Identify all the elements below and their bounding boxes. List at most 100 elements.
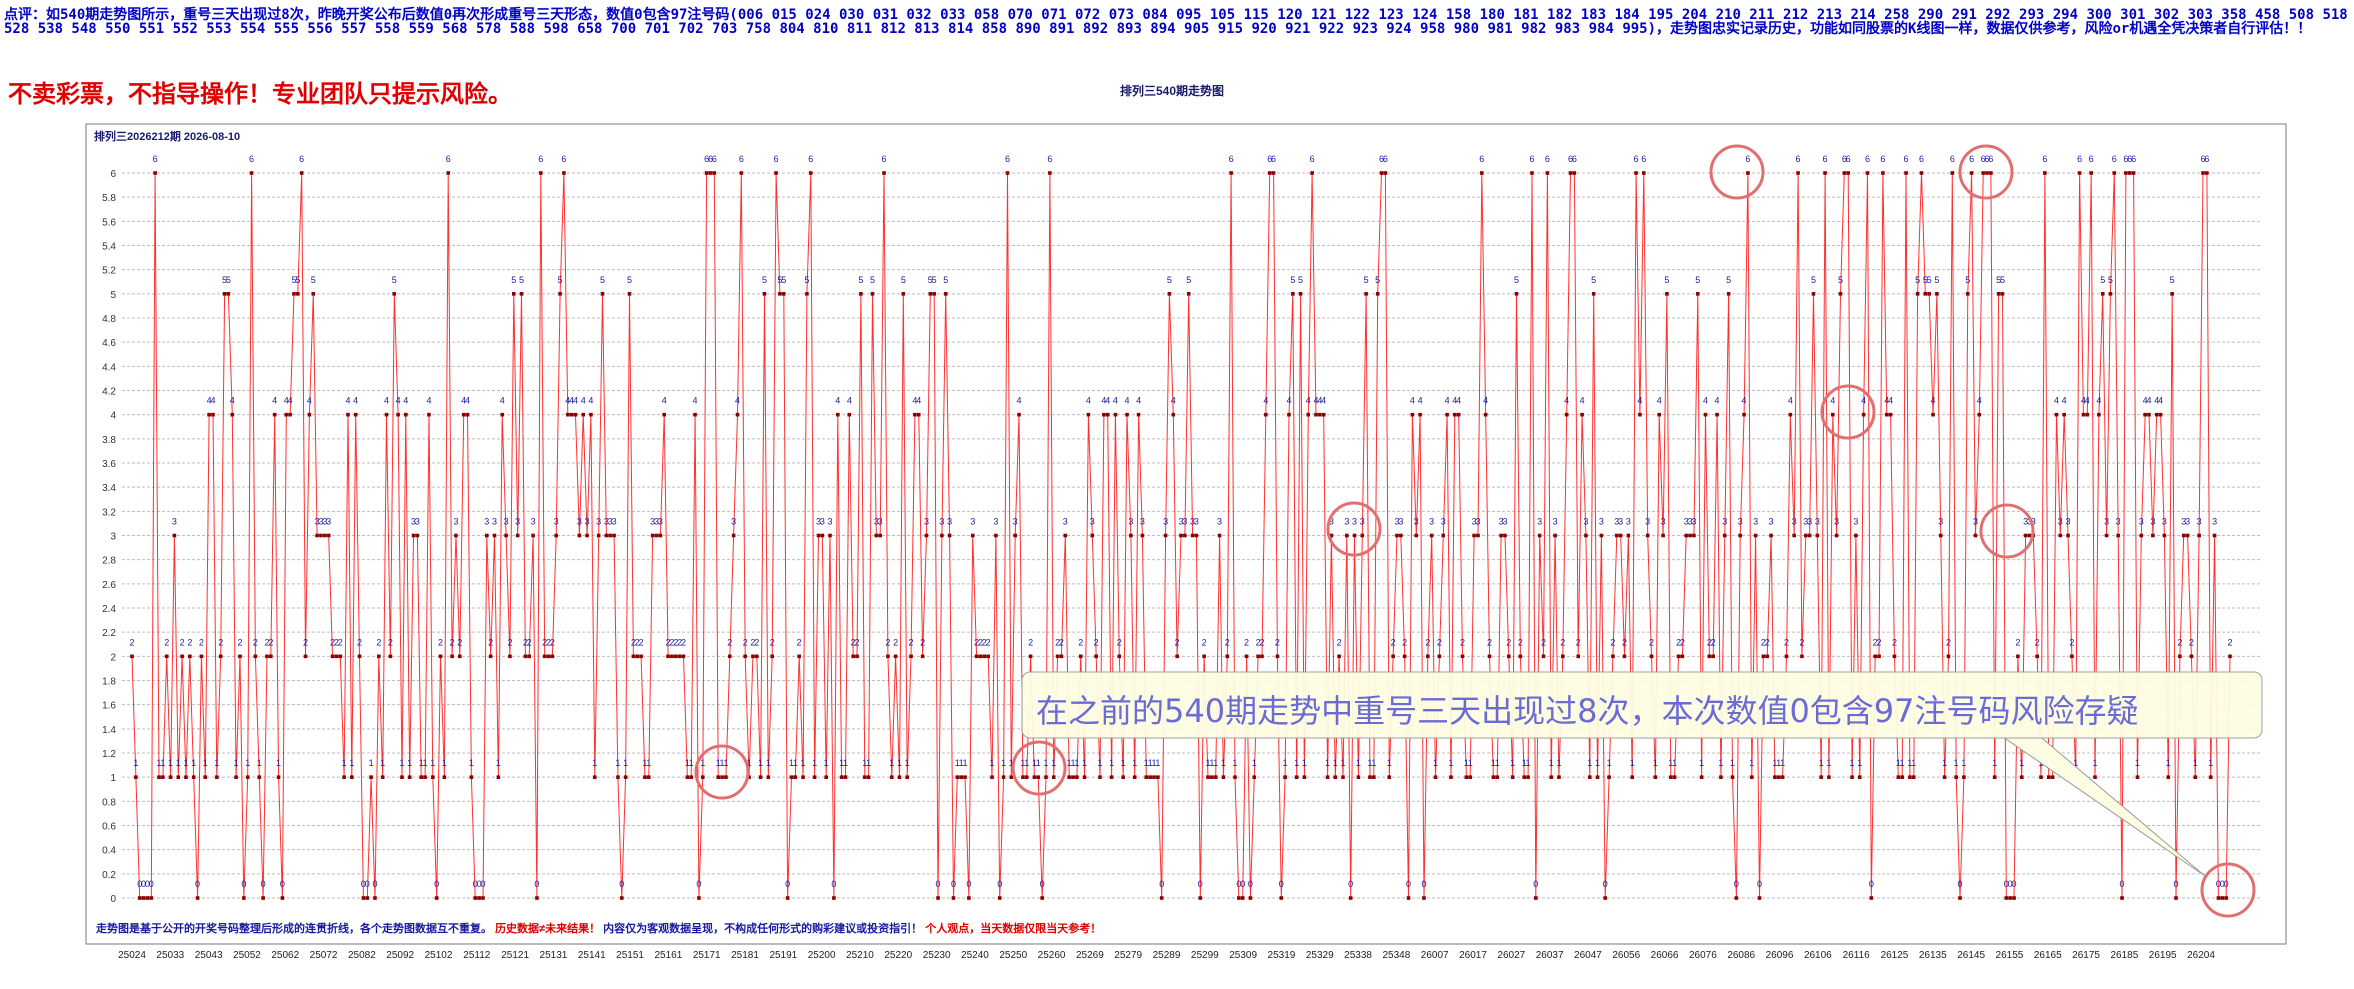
data-point <box>1437 654 1442 659</box>
data-label: 1 <box>1630 758 1635 768</box>
data-point <box>1584 533 1588 538</box>
data-label: 4 <box>426 396 431 406</box>
data-label: 0 <box>2120 879 2125 889</box>
data-label: 1 <box>955 758 960 768</box>
data-point <box>377 654 381 659</box>
data-point <box>1626 533 1631 538</box>
data-label: 1 <box>720 758 725 768</box>
data-label: 5 <box>1290 275 1295 285</box>
data-point <box>1410 412 1415 417</box>
data-label: 2 <box>1225 637 1230 647</box>
data-label: 4 <box>1105 396 1110 406</box>
data-point <box>878 533 882 538</box>
data-point <box>1175 654 1179 659</box>
data-point <box>1931 412 1935 417</box>
data-point <box>396 412 400 417</box>
data-label: 2 <box>1059 637 1064 647</box>
data-label: 2 <box>438 637 443 647</box>
data-label: 0 <box>831 879 836 889</box>
data-label: 2 <box>1175 637 1180 647</box>
x-tick-label: 25289 <box>1153 950 1181 961</box>
data-label: 1 <box>245 758 250 768</box>
data-point <box>1183 533 1187 538</box>
y-tick-label: 6 <box>110 169 116 180</box>
data-point <box>2158 412 2163 417</box>
data-point <box>469 775 474 779</box>
data-label: 4 <box>1977 396 1982 406</box>
data-label: 6 <box>2131 154 2136 164</box>
data-label: 2 <box>1892 637 1897 647</box>
data-label: 6 <box>739 154 744 164</box>
data-label: 1 <box>399 758 404 768</box>
data-label: 2 <box>1518 637 1523 647</box>
data-label: 2 <box>1649 637 1654 647</box>
data-label: 6 <box>561 154 566 164</box>
x-tick-label: 25220 <box>884 950 912 961</box>
data-label: 4 <box>1564 396 1569 406</box>
data-point <box>619 896 624 900</box>
data-point <box>573 412 578 417</box>
data-label: 3 <box>1398 517 1403 527</box>
data-label: 1 <box>1900 758 1905 768</box>
data-point <box>581 412 586 417</box>
data-label: 4 <box>2081 396 2086 406</box>
data-point <box>2054 412 2059 417</box>
data-label: 5 <box>928 275 933 285</box>
data-label: 1 <box>1464 758 1469 768</box>
data-point <box>1904 171 1908 175</box>
data-point <box>1113 412 1118 417</box>
y-tick-label: 1.2 <box>102 749 116 760</box>
data-label: 3 <box>1553 517 1558 527</box>
data-label: 1 <box>1032 758 1037 768</box>
data-point <box>2112 171 2117 175</box>
data-label: 1 <box>1495 758 1500 768</box>
data-label: 3 <box>970 517 975 527</box>
data-point <box>2197 533 2201 538</box>
data-label: 2 <box>1622 637 1627 647</box>
data-point <box>585 533 589 538</box>
data-label: 1 <box>1121 758 1126 768</box>
data-point <box>438 654 443 659</box>
data-label: 1 <box>2093 758 2098 768</box>
data-label: 6 <box>882 154 887 164</box>
data-point <box>2170 292 2174 296</box>
x-tick-label: 25161 <box>655 950 683 961</box>
data-label: 4 <box>1124 396 1129 406</box>
x-tick-label: 26195 <box>2149 950 2177 961</box>
data-point <box>338 654 343 659</box>
data-point <box>650 533 655 538</box>
data-label: 2 <box>797 637 802 647</box>
y-tick-label: 5 <box>110 290 116 301</box>
data-label: 4 <box>272 396 277 406</box>
data-point <box>1568 171 1573 175</box>
data-label: 3 <box>415 517 420 527</box>
data-label: 2 <box>920 637 925 647</box>
data-point <box>1877 654 1881 659</box>
data-point <box>643 775 647 779</box>
y-tick-label: 5.4 <box>102 242 116 253</box>
y-tick-label: 2.4 <box>102 604 116 615</box>
data-point <box>1561 654 1565 659</box>
data-point <box>2178 654 2182 659</box>
data-point <box>562 171 566 175</box>
data-point <box>2224 896 2228 900</box>
data-point <box>357 654 362 659</box>
data-label: 1 <box>812 758 817 768</box>
data-point <box>1476 533 1480 538</box>
data-point <box>1495 775 1500 779</box>
data-label: 5 <box>1996 275 2001 285</box>
data-label: 3 <box>1803 517 1808 527</box>
data-point <box>1749 775 1754 779</box>
data-point <box>1005 171 1010 175</box>
x-tick-label: 26106 <box>1804 950 1832 961</box>
data-label: 6 <box>1383 154 1388 164</box>
data-label: 1 <box>1510 758 1515 768</box>
data-point <box>415 533 420 538</box>
data-label: 3 <box>604 517 609 527</box>
data-point <box>1580 412 1584 417</box>
data-point <box>353 412 358 417</box>
data-point <box>724 775 728 779</box>
data-label: 2 <box>1676 637 1681 647</box>
data-label: 1 <box>2193 758 2198 768</box>
data-point <box>592 775 597 779</box>
